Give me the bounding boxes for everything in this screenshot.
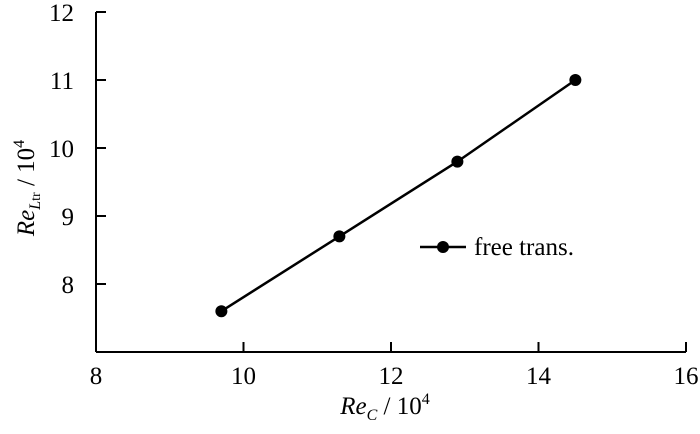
data-point — [451, 155, 464, 168]
x-tick-label: 14 — [526, 363, 552, 390]
y-axis-label-subscript-2: tr — [29, 192, 44, 201]
data-point — [569, 74, 582, 86]
y-tick-label: 9 — [62, 204, 75, 231]
x-axis-label-unit: / 10 — [377, 393, 421, 420]
x-tick-label: 16 — [674, 363, 699, 390]
y-axis-label-unit: / 10 — [13, 148, 40, 192]
axes — [95, 12, 686, 353]
y-tick-label: 12 — [49, 0, 74, 27]
data-point — [215, 305, 228, 318]
x-axis-label-subscript: C — [367, 407, 378, 424]
y-axis-label-exponent: 4 — [11, 140, 28, 148]
x-axis-label: ReC / 104 — [339, 391, 430, 424]
y-axis-ticks: 8 9 10 11 12 — [49, 0, 106, 299]
x-axis-ticks: 8 10 12 14 16 — [90, 342, 699, 390]
y-axis-label-var: Re — [13, 210, 40, 237]
x-tick-label: 8 — [90, 363, 103, 390]
y-axis-label-subscript: L — [27, 201, 44, 211]
y-tick-label: 11 — [50, 68, 74, 95]
legend-label: free trans. — [474, 234, 574, 261]
data-point — [333, 230, 346, 243]
x-tick-label: 10 — [231, 363, 256, 390]
series-line — [220, 78, 577, 313]
y-tick-label: 8 — [62, 272, 75, 299]
y-axis-label: ReLtr / 104 — [11, 140, 44, 237]
legend-marker — [437, 241, 449, 253]
legend: free trans. — [420, 234, 574, 261]
series-layer — [215, 74, 582, 318]
x-axis-label-var: Re — [339, 393, 366, 420]
x-tick-label: 12 — [379, 363, 404, 390]
x-axis-label-exponent: 4 — [422, 391, 430, 408]
y-tick-label: 10 — [49, 136, 74, 163]
